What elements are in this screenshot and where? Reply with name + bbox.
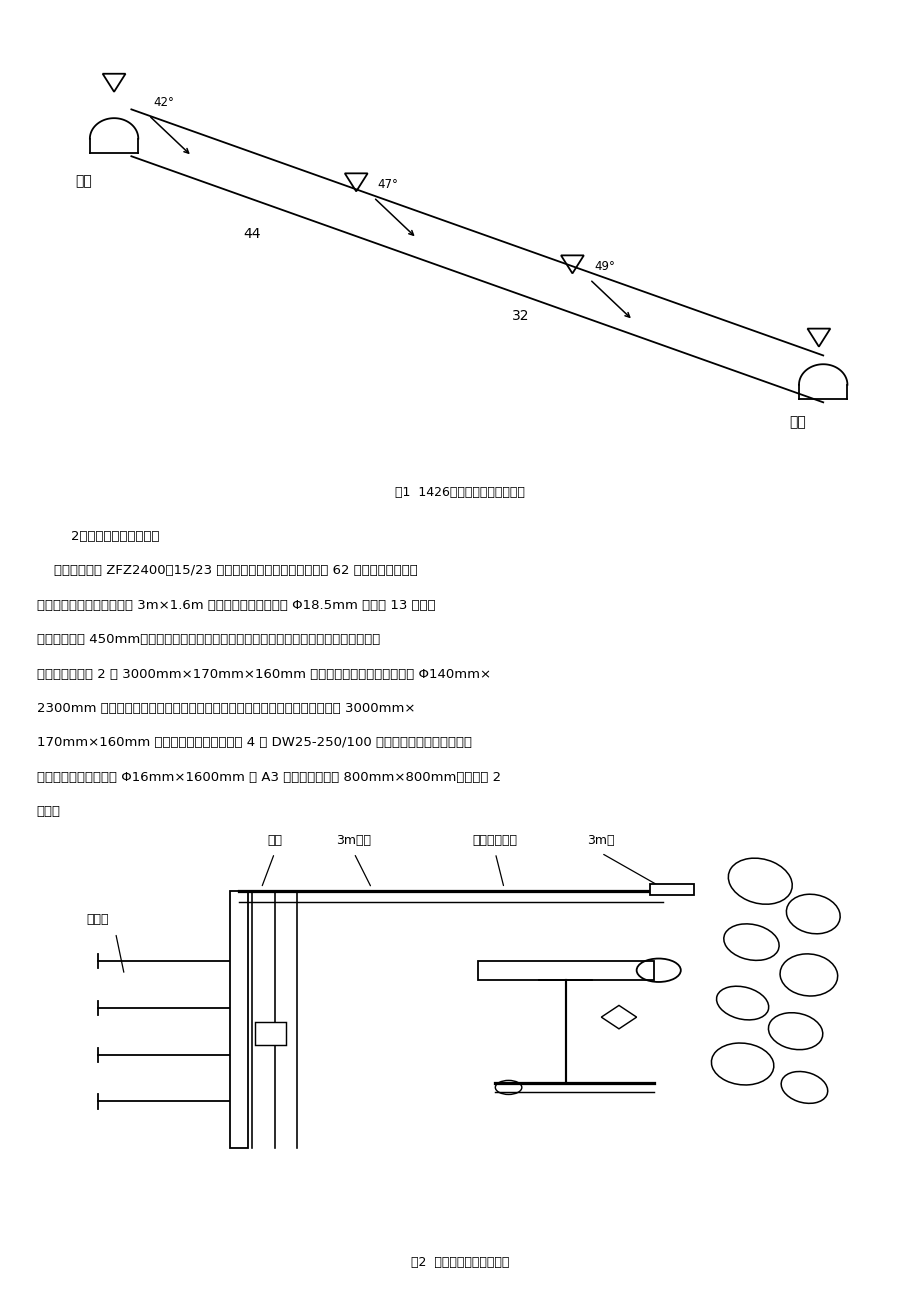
Text: 运道: 运道 — [788, 415, 805, 428]
Text: 2、拆除工作面支护情况: 2、拆除工作面支护情况 — [54, 530, 159, 543]
Text: 图1  1426工作面收尾位置示意图: 图1 1426工作面收尾位置示意图 — [394, 486, 525, 499]
Text: 条钢丝绳间距 450mm，第一条钢丝绳落于老塘底板，最后一条钢丝绳位于支架顶梁前方。: 条钢丝绳间距 450mm，第一条钢丝绳落于老塘底板，最后一条钢丝绳位于支架顶梁前… — [37, 633, 380, 646]
Text: 图2  收尾后采面支护示意图: 图2 收尾后采面支护示意图 — [411, 1255, 508, 1268]
Text: 3m托梁: 3m托梁 — [336, 833, 371, 846]
Text: 帮锚杆: 帮锚杆 — [86, 914, 109, 927]
Text: 木柱: 木柱 — [267, 833, 282, 846]
Text: 绳、梁联合形式，支架上覆 3m×1.6m 菱形金属网，采面铺设 Φ18.5mm 钢丝绳 13 条，每: 绳、梁联合形式，支架上覆 3m×1.6m 菱形金属网，采面铺设 Φ18.5mm … — [37, 599, 435, 612]
Text: 壁侧打锚杆，锚杆使用 Φ16mm×1600mm 的 A3 钢锚杆，间排距 800mm×800mm。（如图 2: 壁侧打锚杆，锚杆使用 Φ16mm×1600mm 的 A3 钢锚杆，间排距 800… — [37, 771, 500, 784]
Text: 47°: 47° — [378, 178, 398, 191]
Text: 170mm×160mm 方木托梁，每块托梁下打 4 棵 DW25-250/100 型单体液压支柱。工作面煤: 170mm×160mm 方木托梁，每块托梁下打 4 棵 DW25-250/100… — [37, 737, 471, 750]
Text: 42°: 42° — [153, 96, 174, 109]
Text: 所示）: 所示） — [37, 805, 61, 818]
Text: 49°: 49° — [594, 260, 614, 273]
Bar — [649, 884, 693, 896]
Text: 风道: 风道 — [75, 174, 92, 189]
Bar — [477, 961, 653, 979]
Text: 3m板: 3m板 — [587, 833, 615, 846]
Text: 该工作面采用 ZFZ2400－15/23 轻型放顶煤液压支架支护，共计 62 组，收尾采用网、: 该工作面采用 ZFZ2400－15/23 轻型放顶煤液压支架支护，共计 62 组… — [37, 564, 417, 577]
Bar — [230, 891, 248, 1148]
Text: 单体液压支柱: 单体液压支柱 — [472, 833, 517, 846]
Text: 2300mm 的圆木作为帮柱，圆木与方木之间钉有拉条，靠近圆木的外侧打一趟 3000mm×: 2300mm 的圆木作为帮柱，圆木与方木之间钉有拉条，靠近圆木的外侧打一趟 30… — [37, 702, 414, 715]
Text: 44: 44 — [244, 228, 261, 241]
Text: 每组支架上顶挑 2 块 3000mm×170mm×160mm 方木，方木的一端各打了一根 Φ140mm×: 每组支架上顶挑 2 块 3000mm×170mm×160mm 方木，方木的一端各… — [37, 668, 491, 681]
Bar — [255, 1022, 286, 1046]
Text: 32: 32 — [511, 310, 528, 323]
